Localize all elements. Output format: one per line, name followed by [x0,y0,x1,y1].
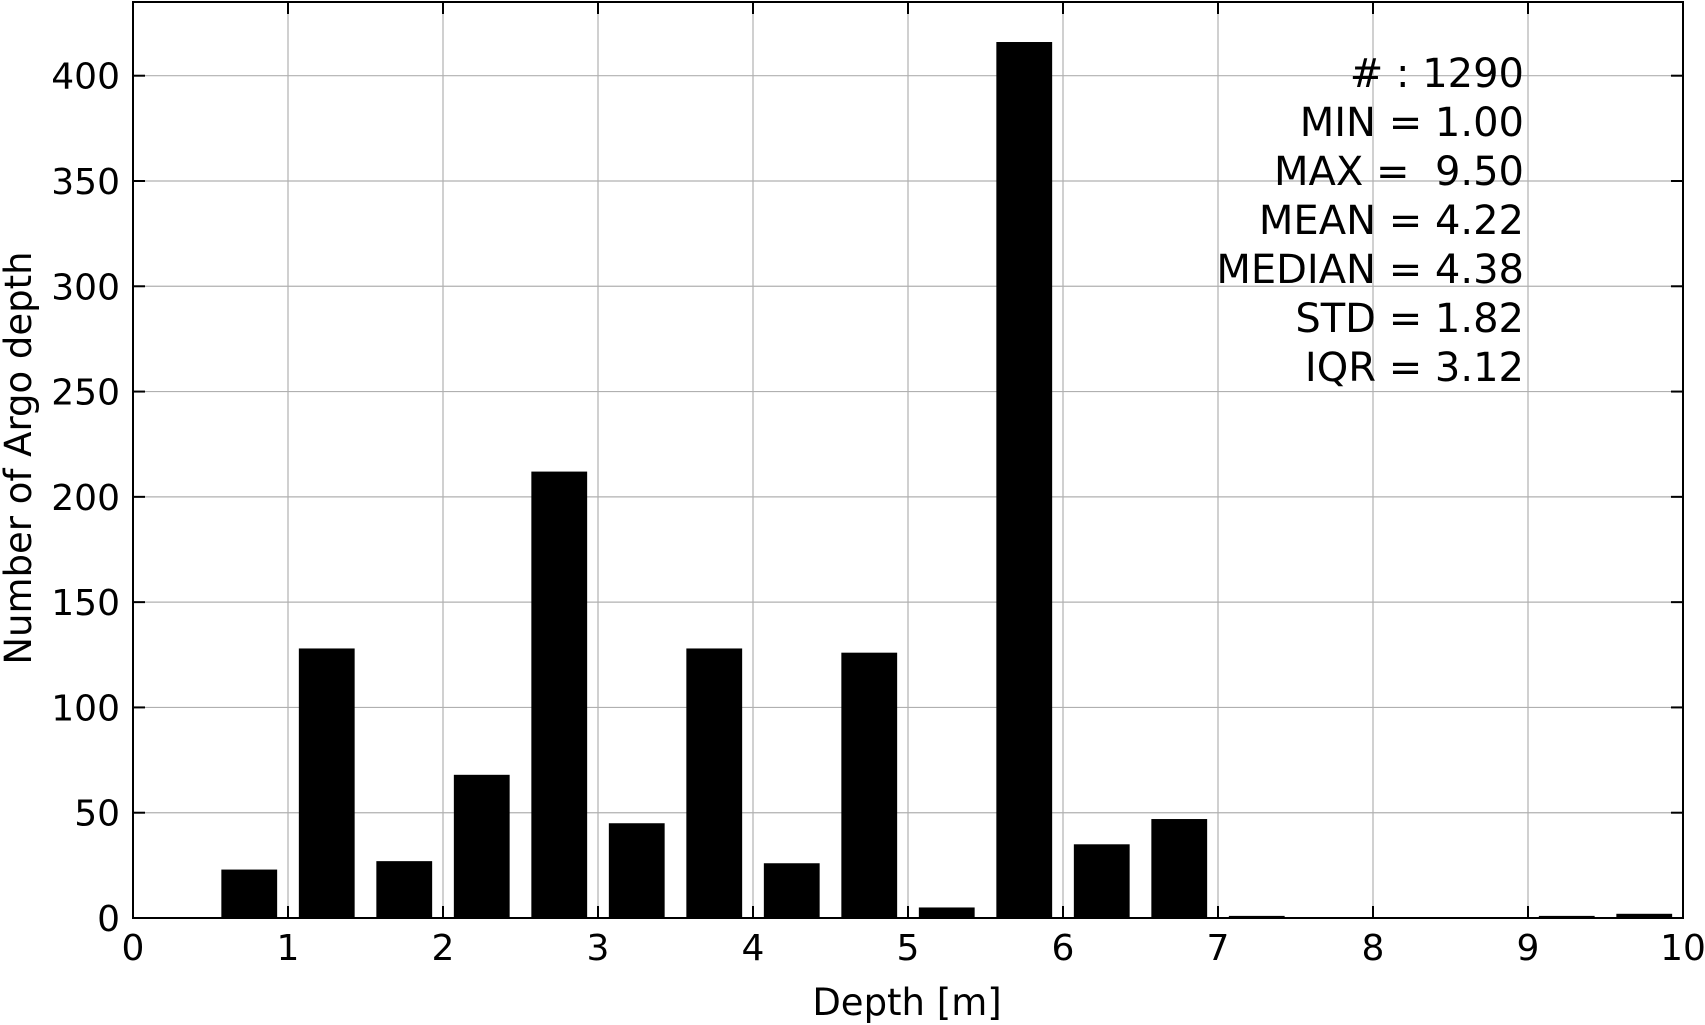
grid-lines [133,2,1683,918]
x-tick-label: 9 [1517,928,1540,969]
histogram-bar [298,648,355,918]
histogram-bar [608,823,665,918]
histogram-bar [453,774,510,918]
histogram-bar [996,42,1053,918]
stats-iqr: IQR = 3.12 [1305,345,1524,391]
x-tick-label: 0 [122,928,145,969]
y-tick-label: 100 [51,688,120,729]
histogram-bars [221,42,1673,918]
y-tick-label: 250 [51,373,120,414]
x-tick-label: 3 [587,928,610,969]
stats-annotation: # : 1290 MIN = 1.00 MAX = 9.50 MEAN = 4.… [1216,51,1524,391]
x-tick-label: 10 [1660,928,1705,969]
y-tick-labels: 0 50 100 150 200 250 300 350 400 [51,57,120,940]
stats-median: MEDIAN = 4.38 [1216,247,1524,293]
x-tick-label: 2 [432,928,455,969]
x-tick-label: 6 [1052,928,1075,969]
histogram-bar [531,471,588,918]
stats-max: MAX = 9.50 [1274,149,1524,195]
histogram-bar [686,648,743,918]
x-tick-label: 1 [277,928,300,969]
histogram-bar [1616,913,1673,918]
histogram-bar [918,907,975,918]
histogram-bar [1151,819,1208,918]
histogram-bar [376,861,433,918]
histogram-bar [841,652,898,918]
x-tick-labels: 0 1 2 3 4 5 6 7 8 9 10 [122,928,1705,969]
y-tick-label: 300 [51,267,120,308]
stats-std: STD = 1.82 [1295,296,1524,342]
y-tick-label: 350 [51,162,120,203]
histogram-bar [1228,915,1285,918]
histogram-bar [1538,915,1595,918]
stats-min: MIN = 1.00 [1300,100,1524,146]
x-tick-label: 5 [897,928,920,969]
histogram-bar [221,869,278,918]
x-axis-label: Depth [m] [812,981,1001,1024]
y-tick-label: 200 [51,478,120,519]
histogram-bar [1073,844,1130,918]
x-tick-label: 8 [1362,928,1385,969]
y-axis-label: Number of Argo depth [0,251,40,664]
stats-mean: MEAN = 4.22 [1259,198,1524,244]
stats-count: # : 1290 [1350,51,1524,97]
x-tick-label: 7 [1207,928,1230,969]
histogram-bar [763,863,820,918]
x-tick-label: 4 [742,928,765,969]
y-tick-label: 150 [51,583,120,624]
axis-ticks [132,2,1684,919]
y-tick-label: 50 [74,794,120,835]
y-tick-label: 400 [51,57,120,98]
y-tick-label: 0 [97,899,120,940]
